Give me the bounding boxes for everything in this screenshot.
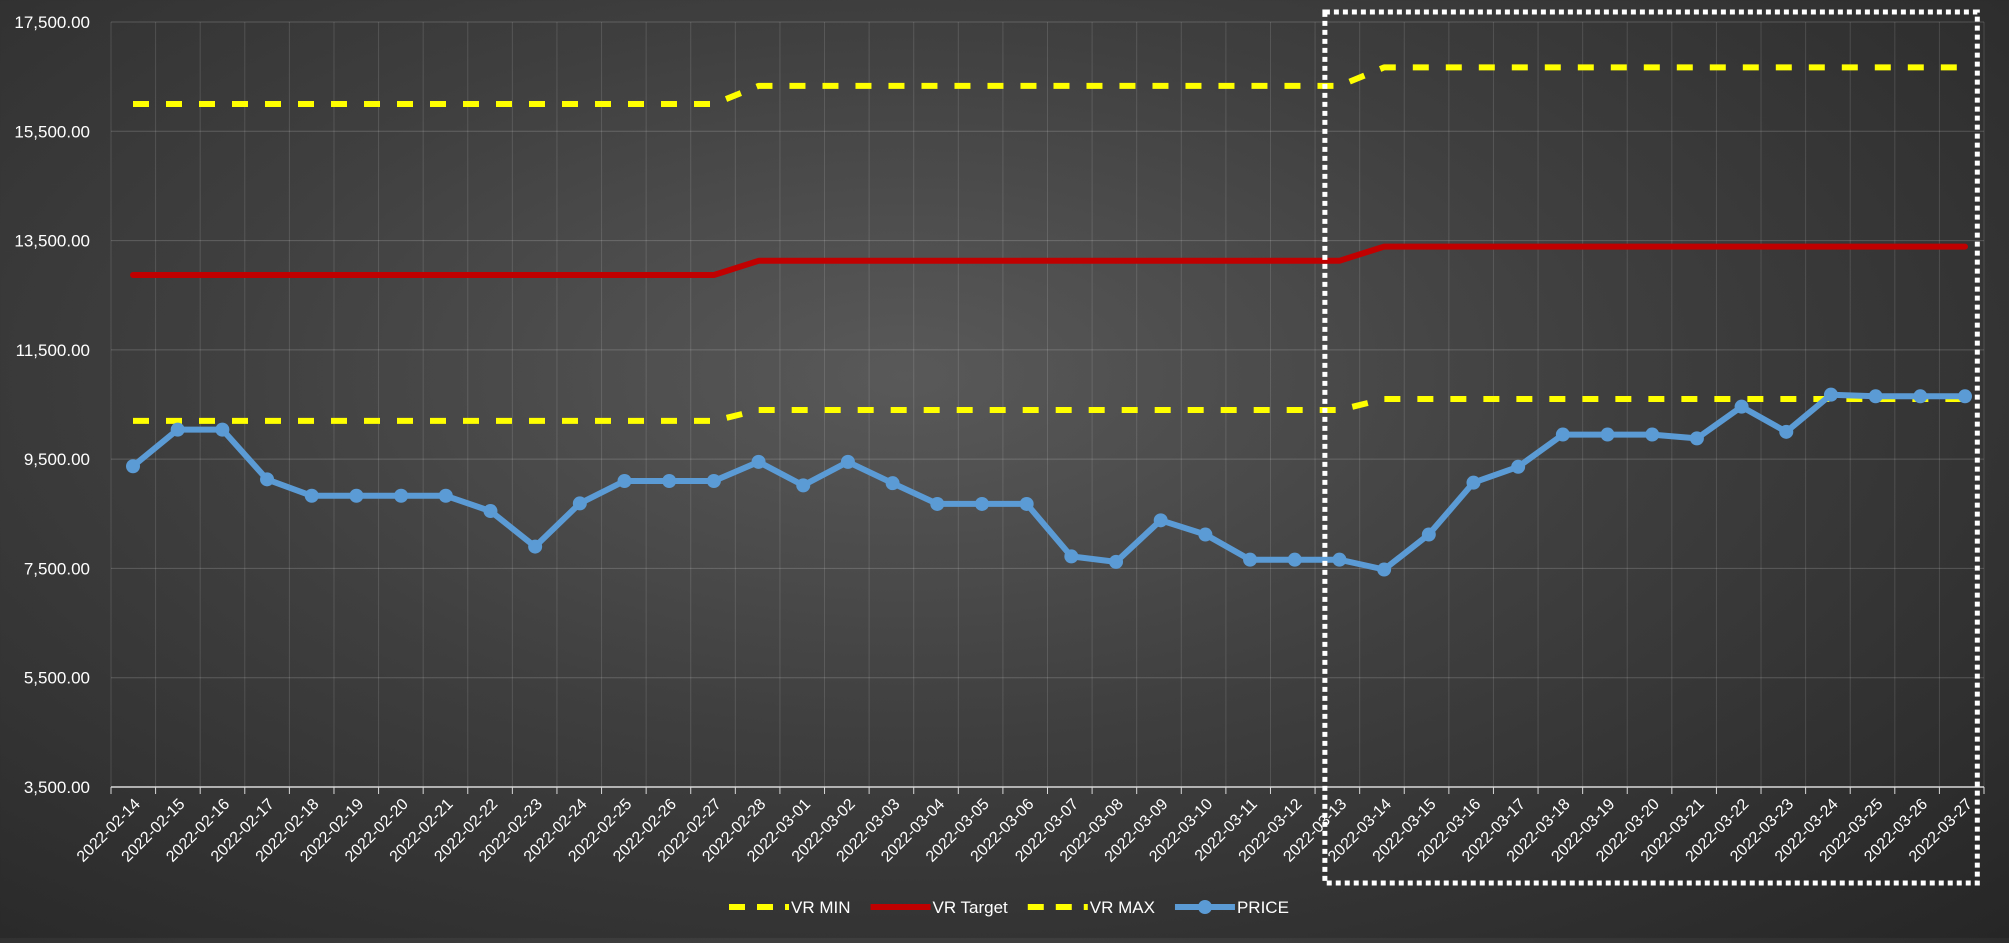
price-point — [349, 488, 364, 503]
series-line-vr-target — [130, 243, 1968, 278]
price-point — [930, 496, 945, 511]
price-point — [840, 454, 855, 469]
price-point — [1466, 475, 1481, 490]
legend-item-price: PRICE — [1174, 898, 1289, 917]
y-tick-label: 9,500.00 — [24, 450, 90, 469]
price-point — [1645, 427, 1660, 442]
legend-item-vr-max: VR MAX — [1027, 898, 1155, 917]
gridlines — [110, 21, 1985, 788]
price-point — [1689, 431, 1704, 446]
price-point — [1287, 552, 1302, 567]
price-point — [1332, 552, 1347, 567]
legend-label: PRICE — [1237, 898, 1289, 917]
price-point — [170, 422, 185, 437]
y-tick-label: 3,500.00 — [24, 778, 90, 797]
price-point — [885, 476, 900, 491]
x-axis: 2022-02-142022-02-152022-02-162022-02-17… — [74, 786, 1985, 866]
price-point — [126, 459, 140, 474]
price-point — [1377, 562, 1392, 577]
price-point — [1779, 424, 1794, 439]
price-point — [572, 496, 587, 511]
price-point — [751, 454, 766, 469]
highlight-rectangle — [1322, 9, 1980, 886]
price-point — [1421, 527, 1436, 542]
price-point — [974, 496, 989, 511]
price-point — [1511, 459, 1526, 474]
price-point — [1958, 389, 1972, 404]
price-point — [304, 488, 319, 503]
y-axis: 3,500.00 5,500.00 7,500.00 9,500.00 11,500.0… — [14, 13, 90, 797]
price-point — [1153, 513, 1168, 528]
price-point — [1734, 399, 1749, 414]
price-point — [528, 539, 543, 554]
price-point — [1243, 552, 1258, 567]
legend-label: VR MAX — [1090, 898, 1155, 917]
price-point — [1064, 549, 1079, 564]
y-tick-label: 13,500.00 — [14, 232, 90, 251]
y-tick-label: 5,500.00 — [24, 669, 90, 688]
legend-marker — [1197, 900, 1212, 914]
y-tick-label: 15,500.00 — [14, 122, 90, 141]
price-point — [1823, 387, 1838, 402]
price-point — [483, 504, 498, 519]
series-line-vr-max — [133, 64, 1965, 107]
price-point — [706, 474, 721, 488]
price-point — [215, 422, 230, 437]
price-point — [662, 474, 677, 488]
series-line-price — [130, 391, 1968, 573]
price-point — [1109, 554, 1124, 569]
plot-series — [126, 64, 1972, 577]
legend-item-vr-min: VR MIN — [729, 898, 851, 917]
legend-item-vr-target: VR Target — [870, 898, 1009, 917]
price-point — [260, 472, 275, 487]
y-tick-label: 17,500.00 — [14, 13, 90, 32]
price-point — [1600, 427, 1615, 442]
legend-label: VR MIN — [791, 898, 851, 917]
price-point — [796, 478, 811, 493]
price-point — [1019, 496, 1034, 511]
price-point — [1555, 427, 1570, 442]
series-line-vr-min — [133, 396, 1965, 424]
y-tick-label: 11,500.00 — [16, 341, 90, 360]
price-point — [394, 488, 409, 503]
y-tick-label: 7,500.00 — [24, 559, 90, 578]
price-point — [1198, 527, 1213, 542]
legend: VR MIN VR Target VR MAX PRICE — [729, 898, 1289, 917]
price-point — [617, 474, 632, 488]
price-point — [438, 488, 453, 503]
price-point — [1868, 389, 1883, 404]
highlight-box — [1322, 9, 1980, 886]
legend-label: VR Target — [933, 898, 1009, 917]
price-point — [1913, 389, 1928, 404]
